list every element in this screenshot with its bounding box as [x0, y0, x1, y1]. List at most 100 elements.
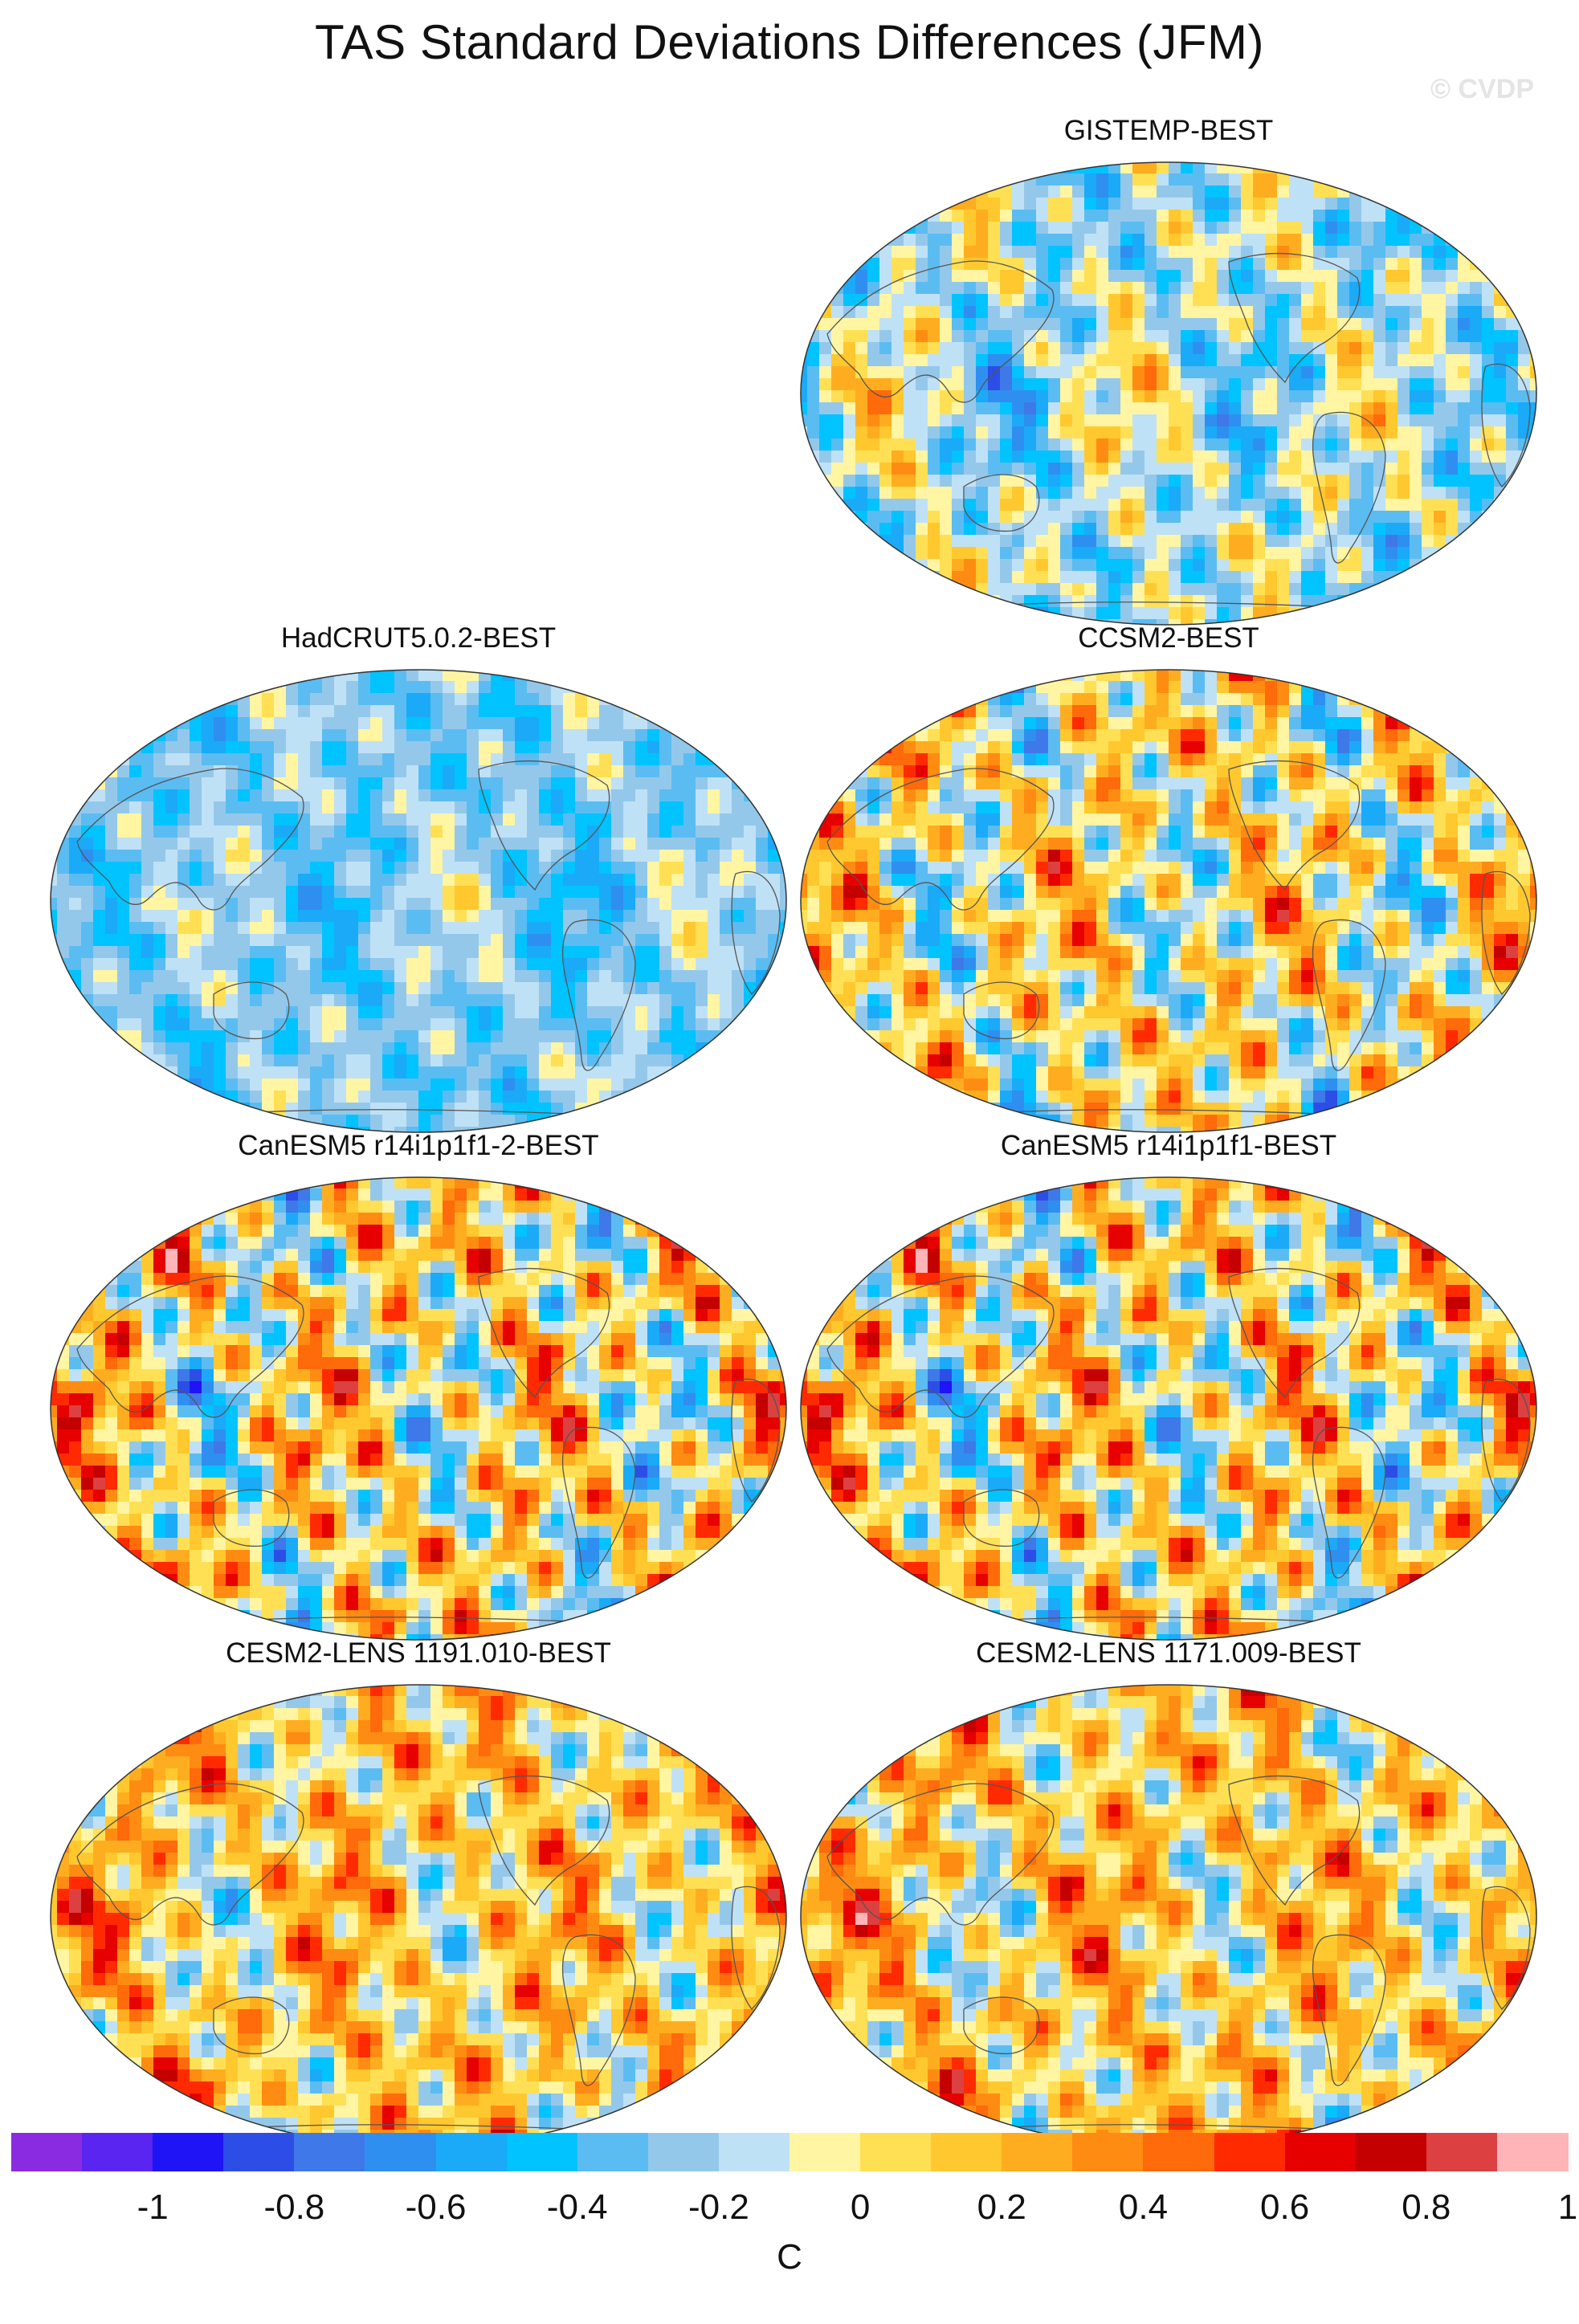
- world-map: [800, 1684, 1537, 2148]
- colorbar-tick-label: 0: [850, 2187, 871, 2227]
- colorbar-tick-label: -0.4: [546, 2187, 608, 2227]
- coastline-path: [963, 474, 1040, 532]
- coastline-path: [1312, 1426, 1386, 1579]
- map-panel-canesm5: CanESM5 r14i1p1f1-BEST: [795, 1127, 1542, 1646]
- colorbar-swatch: [365, 2133, 437, 2171]
- map-border: [800, 669, 1537, 1133]
- field-shading: [801, 162, 1536, 625]
- colorbar-unit-label: C: [777, 2237, 802, 2277]
- colorbar-tick-label: 0.6: [1260, 2187, 1310, 2227]
- colorbar-tick-label: -0.8: [263, 2187, 325, 2227]
- panel-title: CCSM2-BEST: [1078, 622, 1259, 654]
- colorbar: [11, 2133, 1569, 2171]
- world-map: [800, 161, 1537, 626]
- cvdp-watermark: © CVDP: [1430, 74, 1534, 104]
- map-panel-gistemp: GISTEMP-BEST: [795, 112, 1542, 631]
- colorbar-swatch: [1072, 2133, 1144, 2171]
- world-map: [800, 669, 1537, 1133]
- coastline-path: [76, 1783, 304, 1926]
- map-panel-cesm2-1171: CESM2-LENS 1171.009-BEST: [795, 1635, 1542, 2154]
- world-map: [50, 1176, 787, 1641]
- coastline-path: [1228, 760, 1361, 891]
- map-panel-canesm5-2: CanESM5 r14i1p1f1-2-BEST: [45, 1127, 792, 1646]
- coastline-path: [76, 1275, 304, 1418]
- coastline-path: [1481, 363, 1531, 487]
- colorbar-tick-label: 0.2: [977, 2187, 1026, 2227]
- coastline-path: [731, 1378, 781, 1502]
- colorbar-swatch: [1496, 2133, 1569, 2171]
- map-panel-hadcrut: HadCRUT5.0.2-BEST: [45, 620, 792, 1139]
- coastline-path: [561, 919, 636, 1071]
- coastline-path: [1228, 252, 1361, 384]
- colorbar-swatch: [790, 2133, 861, 2171]
- world-map: [800, 1176, 1537, 1641]
- colorbar-tick-label: -0.6: [405, 2187, 467, 2227]
- colorbar-swatch: [1426, 2133, 1498, 2171]
- world-map: [50, 669, 787, 1133]
- coastline-path: [826, 260, 1055, 403]
- field-shading: [801, 1177, 1536, 1640]
- coastline-path: [1228, 1267, 1361, 1399]
- map-border: [50, 669, 787, 1133]
- figure-title: TAS Standard Deviations Differences (JFM…: [314, 15, 1265, 69]
- colorbar-swatch: [1143, 2133, 1215, 2171]
- coastline-path: [1481, 870, 1531, 995]
- coastline-path: [963, 1489, 1040, 1547]
- map-panel-ccsm2: CCSM2-BEST: [795, 620, 1542, 1139]
- colorbar-swatch: [860, 2133, 932, 2171]
- field-shading: [801, 1685, 1536, 2147]
- coastline-path: [213, 1996, 290, 2055]
- coastline-path: [478, 1267, 610, 1399]
- map-border: [50, 1176, 787, 1641]
- field-shading: [51, 1685, 786, 2147]
- colorbar-swatch: [718, 2133, 790, 2171]
- coastline-path: [561, 1426, 636, 1579]
- colorbar-tick-label: 0.4: [1118, 2187, 1169, 2227]
- coastline-path: [478, 760, 610, 891]
- colorbar-swatch: [223, 2133, 295, 2171]
- colorbar-swatch: [577, 2133, 649, 2171]
- colorbar-swatch: [1284, 2133, 1357, 2171]
- coastline-path: [213, 981, 290, 1040]
- coastline-path: [826, 768, 1055, 911]
- coastline-path: [213, 1489, 290, 1547]
- coastline-path: [731, 1886, 781, 2010]
- coastline-path: [1312, 919, 1386, 1071]
- colorbar-swatch: [931, 2133, 1002, 2171]
- map-border: [800, 161, 1537, 626]
- world-map: [50, 1684, 787, 2148]
- coastline-path: [963, 1996, 1040, 2055]
- coastline-path: [561, 1934, 636, 2086]
- panel-title: CanESM5 r14i1p1f1-2-BEST: [238, 1130, 599, 1161]
- coastline-path: [1481, 1378, 1531, 1502]
- field-shading: [51, 670, 786, 1132]
- colorbar-tick-label: -1: [137, 2187, 169, 2227]
- coastline-path: [826, 1783, 1055, 1926]
- coastline-path: [1481, 1886, 1531, 2010]
- colorbar-swatch: [82, 2133, 153, 2171]
- colorbar-swatch: [647, 2133, 720, 2171]
- panel-title: CanESM5 r14i1p1f1-BEST: [1000, 1130, 1337, 1161]
- colorbar-swatch: [153, 2133, 224, 2171]
- colorbar-swatch: [1355, 2133, 1427, 2171]
- coastline-path: [1312, 1934, 1386, 2086]
- field-shading: [51, 1177, 786, 1640]
- colorbar-tick-label: -0.2: [687, 2187, 749, 2227]
- panel-title: GISTEMP-BEST: [1063, 115, 1274, 146]
- colorbar-swatch: [1214, 2133, 1286, 2171]
- colorbar-swatch: [506, 2133, 578, 2171]
- coastline-path: [1228, 1775, 1361, 1906]
- map-border: [800, 1176, 1537, 1641]
- map-panel-cesm2-1191: CESM2-LENS 1191.010-BEST: [45, 1635, 792, 2154]
- panel-title: HadCRUT5.0.2-BEST: [280, 622, 557, 654]
- coastline-path: [76, 768, 304, 911]
- colorbar-swatch: [294, 2133, 366, 2171]
- coastline-path: [826, 1275, 1055, 1418]
- colorbar-swatch: [435, 2133, 508, 2171]
- panel-title: CESM2-LENS 1171.009-BEST: [976, 1637, 1361, 1669]
- panel-title: CESM2-LENS 1191.010-BEST: [226, 1637, 611, 1669]
- field-shading: [801, 670, 1536, 1132]
- coastline-path: [1312, 411, 1386, 564]
- colorbar-tick-label: 0.8: [1402, 2187, 1451, 2227]
- coastline-path: [963, 981, 1040, 1040]
